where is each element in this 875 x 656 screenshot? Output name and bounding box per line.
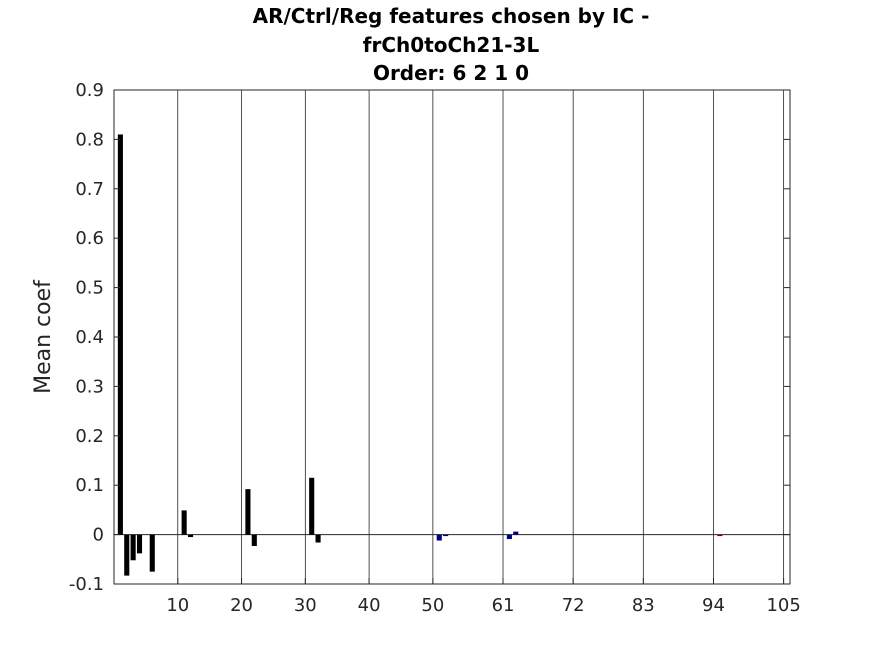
- y-tick-label: 0.6: [75, 228, 104, 249]
- bar: [245, 489, 251, 535]
- bar: [436, 534, 442, 541]
- y-tick-label: 0.4: [75, 327, 104, 348]
- chart-title-line-1: AR/Ctrl/Reg features chosen by IC -: [253, 4, 650, 28]
- x-tick-label: 30: [294, 595, 317, 616]
- bar: [443, 534, 449, 537]
- y-tick-label: 0.1: [75, 475, 104, 496]
- bar: [315, 534, 321, 543]
- bar: [124, 534, 130, 576]
- y-tick-label: 0.2: [75, 426, 104, 447]
- bar: [136, 534, 143, 554]
- y-tick-label: 0.3: [75, 376, 104, 397]
- y-tick-label: 0.7: [75, 179, 104, 200]
- bar: [149, 534, 155, 572]
- x-tick-label: 61: [492, 595, 515, 616]
- x-tick-label: 20: [230, 595, 253, 616]
- plot-area: -0.1 0 0.1 0.2 0.3 0.4 0.5 0.6 0.7 0.8 0.9 10 20 30 40…: [69, 80, 801, 616]
- y-tick-label: 0: [93, 525, 104, 546]
- bar: [717, 534, 723, 537]
- y-tick-label: 0.5: [75, 278, 104, 299]
- chart-title-line-3: Order: 6 2 1 0: [373, 61, 529, 85]
- x-tick-label: 94: [702, 595, 725, 616]
- bar: [251, 534, 257, 546]
- y-tick-label: 0.8: [75, 129, 104, 150]
- chart-title-line-2: frCh0toCh21-3L: [363, 33, 540, 57]
- y-tick-label: 0.9: [75, 80, 104, 101]
- x-tick-label: 72: [562, 595, 585, 616]
- bar: [506, 534, 512, 540]
- y-tick-label: -0.1: [69, 574, 104, 595]
- x-tick-label: 50: [421, 595, 444, 616]
- x-tick-label: 105: [766, 595, 800, 616]
- bar: [513, 531, 519, 535]
- x-tick-label: 83: [632, 595, 655, 616]
- y-axis-label: Mean coef: [31, 279, 56, 394]
- bar: [187, 534, 194, 538]
- bar: [117, 134, 123, 535]
- x-tick-label: 10: [166, 595, 189, 616]
- bar: [181, 510, 187, 535]
- bar: [130, 534, 136, 561]
- x-tick-label: 40: [358, 595, 381, 616]
- bar: [309, 477, 315, 535]
